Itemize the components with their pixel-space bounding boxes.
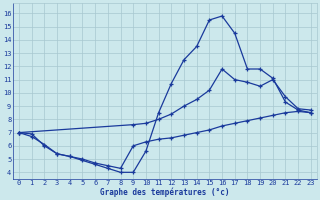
X-axis label: Graphe des températures (°c): Graphe des températures (°c) bbox=[100, 188, 230, 197]
